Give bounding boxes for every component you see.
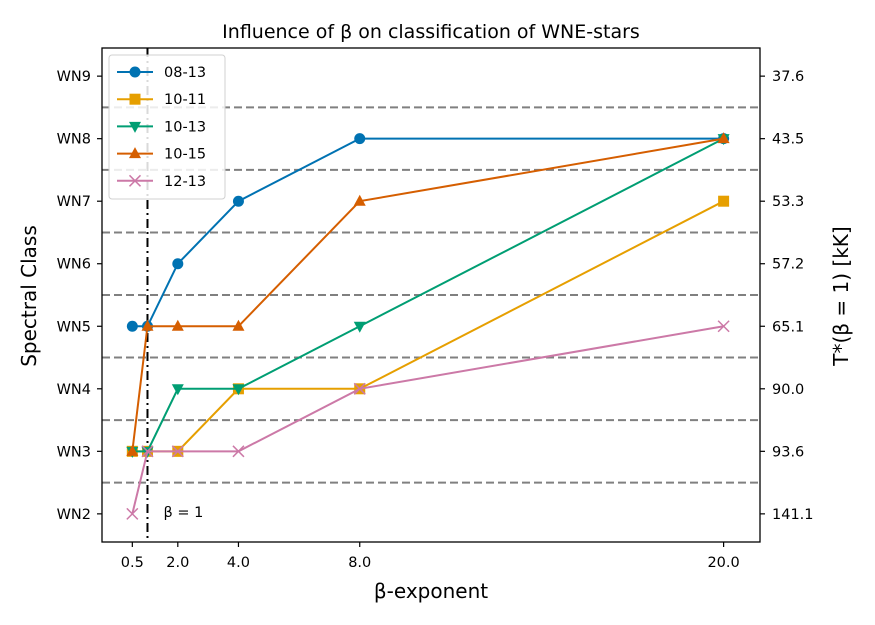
data-point — [232, 319, 245, 331]
data-point — [126, 444, 139, 456]
y-tick-label: WN9 — [57, 69, 91, 85]
data-point — [717, 320, 730, 333]
data-point — [354, 133, 366, 145]
y2-tick-label: 90.0 — [772, 382, 804, 398]
legend-marker — [129, 93, 141, 105]
data-point — [171, 384, 184, 396]
y2-axis-label: T*(β = 1) [kK] — [829, 226, 853, 366]
data-point — [717, 132, 730, 144]
legend-marker — [129, 147, 141, 159]
y-tick-label: WN6 — [57, 257, 91, 273]
legend-marker — [128, 174, 142, 187]
legend-label: 10-11 — [164, 92, 206, 108]
y-tick-label: WN2 — [57, 507, 91, 523]
data-point — [126, 507, 139, 520]
legend-marker — [129, 66, 141, 78]
series-line — [131, 325, 724, 515]
legend-box — [108, 54, 226, 200]
data-point — [232, 195, 244, 207]
x-tick-label: 4.0 — [227, 555, 250, 571]
legend-item: 10-15 — [117, 147, 206, 163]
legend-marker — [129, 121, 141, 133]
legend-label: 08-13 — [164, 65, 206, 81]
data-point-stroke — [126, 507, 139, 520]
legend-item: 10-11 — [117, 92, 206, 108]
data-point — [232, 445, 245, 458]
x-tick-label: 0.5 — [121, 555, 144, 571]
data-point-stroke — [141, 445, 154, 458]
legend-marker-stroke — [128, 174, 142, 187]
series-10-15 — [126, 132, 730, 456]
data-point-stroke — [717, 320, 730, 333]
data-point — [353, 194, 366, 206]
y2-tick-label: 93.6 — [772, 444, 804, 460]
beta-one-label: β = 1 — [163, 505, 203, 521]
x-tick-label: 2.0 — [166, 555, 189, 571]
y2-tick-label: 141.1 — [772, 507, 814, 523]
legend-item: 08-13 — [117, 65, 206, 81]
legend-item: 12-13 — [117, 174, 206, 190]
y-tick-label: WN5 — [57, 319, 91, 335]
data-point — [141, 445, 154, 458]
x-axis-label: β-exponent — [374, 579, 488, 603]
y-tick-label: WN7 — [57, 194, 91, 210]
y2-tick-label: 65.1 — [772, 319, 804, 335]
data-point-stroke — [353, 382, 366, 395]
data-point-stroke — [171, 445, 184, 458]
data-point — [171, 319, 184, 331]
x-tick-label: 20.0 — [707, 555, 739, 571]
data-point — [353, 321, 366, 333]
series-12-13 — [126, 320, 730, 520]
plot-area: β = 1 0.5 2.0 4.0 8.0 20.0 WN2 141.1 WN3 93.6 WN4 9… — [57, 47, 814, 571]
data-point — [232, 384, 245, 396]
y2-tick-label: 37.6 — [772, 69, 804, 85]
data-point — [141, 319, 154, 331]
axes-frame — [101, 47, 761, 543]
data-point-stroke — [232, 445, 245, 458]
data-point — [172, 258, 184, 270]
y2-tick-label: 43.5 — [772, 132, 804, 148]
x-tick-label: 8.0 — [348, 555, 371, 571]
legend: 08-13 10-11 10-13 10-15 12-13 — [108, 54, 226, 200]
data-point — [171, 445, 184, 458]
y-axis-label: Spectral Class — [17, 225, 41, 367]
legend-item: 10-13 — [117, 119, 206, 135]
data-point — [353, 382, 366, 395]
y2-tick-label: 53.3 — [772, 194, 804, 210]
data-point — [718, 195, 730, 207]
y-tick-label: WN4 — [57, 382, 91, 398]
y2-tick-label: 57.2 — [772, 257, 804, 273]
chart-title: Influence of β on classification of WNE-… — [222, 21, 640, 43]
legend-label: 12-13 — [164, 174, 206, 190]
y-tick-label: WN8 — [57, 132, 91, 148]
data-point — [126, 320, 138, 332]
y-tick-label: WN3 — [57, 444, 91, 460]
series-line — [131, 137, 724, 452]
legend-label: 10-15 — [164, 147, 206, 163]
legend-label: 10-13 — [164, 119, 206, 135]
